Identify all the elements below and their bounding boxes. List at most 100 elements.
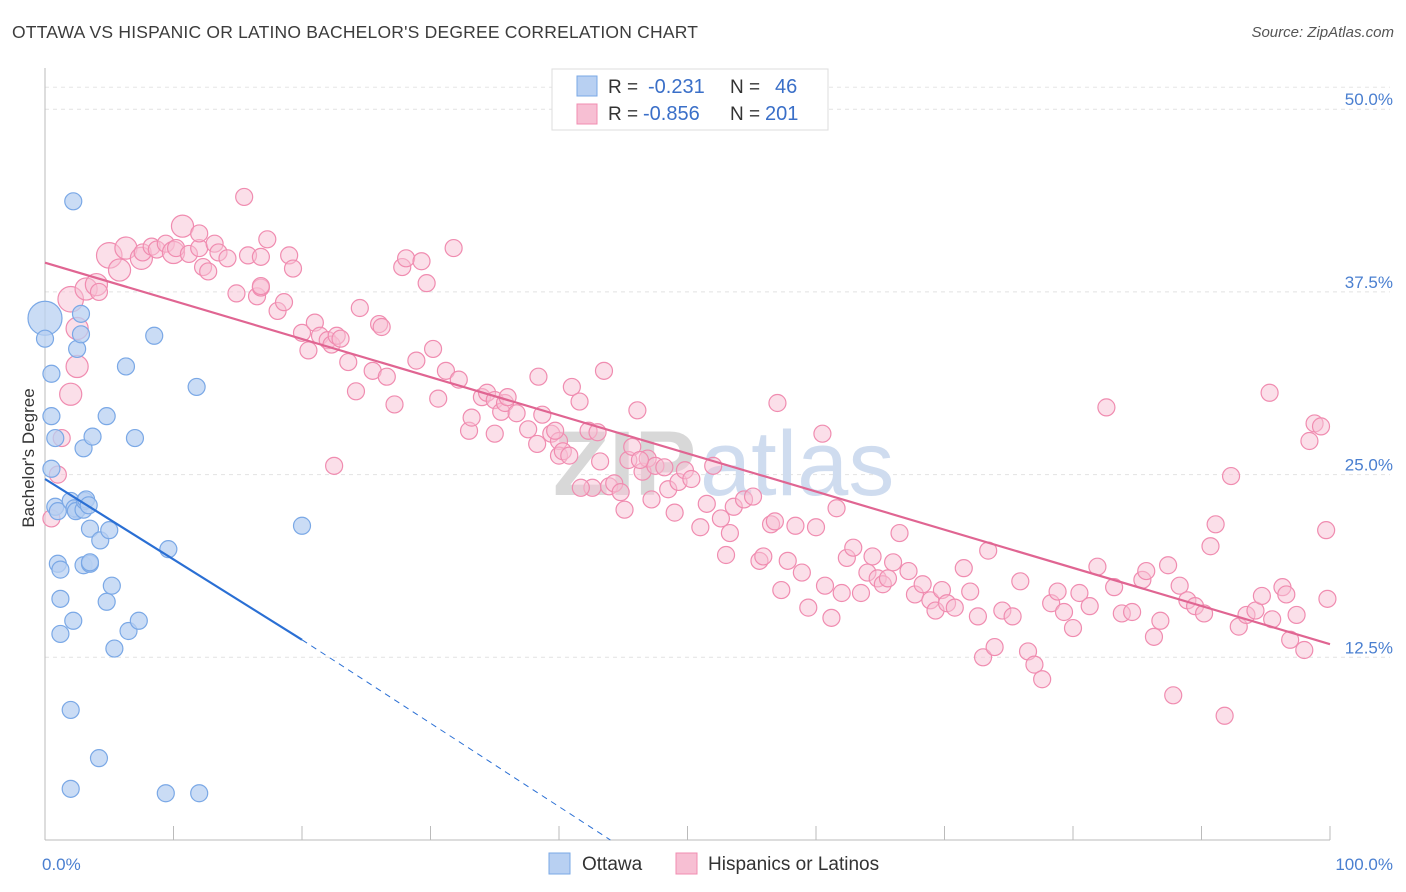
hispanic-point xyxy=(1317,521,1336,540)
ottawa-point xyxy=(156,784,175,803)
bottom-legend: Ottawa Hispanics or Latinos xyxy=(548,852,879,875)
hispanic-point xyxy=(691,518,710,537)
hispanic-point xyxy=(1033,670,1052,689)
hispanic-point xyxy=(1318,589,1337,608)
ottawa-point xyxy=(51,589,70,608)
ottawa-point xyxy=(51,560,70,579)
ottawa-point xyxy=(125,428,145,448)
hispanic-point xyxy=(832,583,851,603)
hispanic-point xyxy=(792,563,811,582)
hispanic-point xyxy=(346,382,366,401)
ottawa-point xyxy=(83,427,102,446)
hispanic-point xyxy=(1025,655,1044,674)
hispanic-point xyxy=(1194,604,1214,623)
legend-n-value-hispanic: 201 xyxy=(765,103,798,125)
hispanic-point xyxy=(350,298,369,318)
hispanic-point xyxy=(682,469,701,489)
hispanic-point xyxy=(190,224,209,243)
legend-box xyxy=(551,68,829,131)
hispanic-point xyxy=(59,382,83,406)
hispanic-point xyxy=(412,252,431,271)
hispanic-point xyxy=(711,509,731,528)
hispanic-point xyxy=(743,487,763,506)
ottawa-point xyxy=(292,516,312,535)
hispanic-point xyxy=(485,424,504,443)
ottawa-point xyxy=(80,519,100,538)
hispanic-point xyxy=(1164,686,1183,705)
hispanic-point xyxy=(1105,578,1124,597)
legend-r-label-2: R = xyxy=(608,104,638,125)
hispanic-point xyxy=(1252,586,1271,606)
hispanic-point xyxy=(507,404,526,423)
hispanic-point xyxy=(417,274,436,293)
hispanic-point xyxy=(883,553,903,572)
ottawa-point xyxy=(116,357,136,376)
hispanic-point xyxy=(562,377,581,397)
data-points xyxy=(27,187,1337,803)
legend-r-value-hispanic: -0.856 xyxy=(643,103,700,125)
hispanic-point xyxy=(1063,618,1083,638)
ottawa-point xyxy=(64,192,83,211)
legend-r-value-ottawa: -0.231 xyxy=(648,76,705,98)
hispanic-point xyxy=(786,516,805,535)
hispanic-point xyxy=(1287,605,1306,625)
hispanic-point xyxy=(720,523,740,543)
hispanic-point xyxy=(377,367,396,386)
legend-n-label-1: N = xyxy=(730,77,760,98)
legend-n-label-2: N = xyxy=(730,104,760,125)
hispanic-point xyxy=(1206,515,1225,534)
hispanic-trend-line xyxy=(44,261,1331,646)
legend-n-value-ottawa: 46 xyxy=(775,76,797,98)
ottawa-point xyxy=(71,304,91,323)
ottawa-trend-extension xyxy=(301,639,611,841)
hispanic-point xyxy=(546,421,565,440)
legend-swatch-hispanic xyxy=(576,103,598,125)
hispanic-point xyxy=(913,575,932,594)
hispanic-point xyxy=(642,490,661,509)
hispanic-point xyxy=(890,523,909,543)
hispanic-point xyxy=(436,361,456,380)
hispanic-point xyxy=(299,341,318,360)
hispanic-point xyxy=(1158,556,1178,575)
y-tick-label: 37.5% xyxy=(1345,273,1393,292)
ottawa-point xyxy=(71,325,91,344)
hispanic-point xyxy=(945,598,964,617)
hispanic-point xyxy=(827,499,846,518)
hispanic-point xyxy=(1277,585,1296,604)
ottawa-point xyxy=(61,779,80,798)
hispanic-point xyxy=(594,361,614,380)
ottawa-point xyxy=(145,326,164,345)
source-credit: Source: ZipAtlas.com xyxy=(1251,24,1394,41)
y-tick-label: 12.5% xyxy=(1345,638,1393,657)
trend-lines xyxy=(44,261,1331,841)
hispanic-point xyxy=(429,389,448,408)
hispanic-point xyxy=(844,538,863,557)
hispanic-point xyxy=(968,607,988,626)
hispanic-point xyxy=(655,458,674,477)
ottawa-point xyxy=(89,749,109,768)
ottawa-point xyxy=(80,553,100,572)
bottom-legend-label-ottawa: Ottawa xyxy=(582,854,643,875)
hispanic-point xyxy=(778,551,797,570)
ottawa-point xyxy=(100,521,119,540)
hispanic-point xyxy=(423,339,443,359)
hispanic-point xyxy=(1300,431,1319,451)
hispanic-point xyxy=(339,352,358,372)
ottawa-point xyxy=(97,592,116,611)
hispanic-point xyxy=(665,503,684,522)
hispanic-point xyxy=(258,230,277,249)
hispanic-point xyxy=(519,420,538,439)
ottawa-point xyxy=(190,784,209,803)
hispanic-point xyxy=(611,483,630,502)
hispanic-point xyxy=(973,648,993,667)
hispanic-point xyxy=(218,249,237,268)
hispanic-point xyxy=(560,446,579,465)
hispanic-point xyxy=(863,547,882,566)
hispanic-point xyxy=(1003,607,1022,626)
hispanic-point xyxy=(571,478,590,497)
hispanic-point xyxy=(325,456,344,475)
hispanic-point xyxy=(1144,627,1164,646)
legend: R = -0.231 N = 46 R = -0.856 N = 201 xyxy=(551,68,829,131)
hispanic-point xyxy=(331,329,350,348)
hispanic-point xyxy=(954,559,973,578)
